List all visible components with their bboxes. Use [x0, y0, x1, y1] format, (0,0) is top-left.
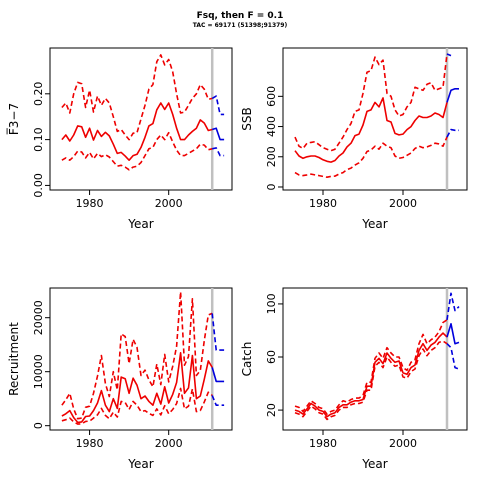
series-historic-median [294, 332, 448, 418]
x-tick-label: 2000 [389, 197, 417, 210]
series-historic-lower [294, 136, 448, 178]
series-projection-upper [211, 95, 225, 116]
figure-titles: Fsq, then F = 0.1 TAC = 69171 (51398;913… [0, 10, 480, 30]
x-axis-label: Year [361, 217, 387, 231]
series-projection-upper [211, 313, 225, 351]
series-projection-upper [446, 53, 452, 57]
series-projection-lower [212, 147, 225, 157]
x-tick-label: 2000 [155, 437, 183, 450]
y-axis-label: SSB [240, 107, 254, 130]
x-tick-label: 1980 [309, 437, 337, 450]
plot-frame [49, 47, 233, 191]
x-axis-label: Year [127, 457, 153, 471]
panel-catch: 1980 2000 20 60 100 Year Catch [240, 287, 468, 471]
series-projection-median [446, 88, 459, 103]
y-axis-label: F̅3−7 [6, 103, 21, 135]
y-tick-label: 0 [265, 183, 278, 190]
y-tick-label: 100 [265, 293, 278, 314]
series-projection-median [211, 127, 225, 141]
y-tick-label: 200 [265, 146, 278, 167]
figure-subtitle: TAC = 69171 (51398;91379) [192, 22, 288, 29]
y-tick-label: 0 [32, 422, 45, 429]
y-tick-label: 60 [265, 350, 278, 364]
series-historic-upper [294, 53, 448, 152]
panel-fbar: 1980 2000 0.00 0.10 0.20 Year F̅3−7 [6, 47, 233, 231]
x-axis-label: Year [361, 457, 387, 471]
series-historic-upper [61, 54, 213, 141]
series-projection-lower [211, 395, 225, 407]
series-historic-lower [61, 387, 213, 425]
plot-frame [282, 47, 468, 191]
series-historic-lower [294, 340, 448, 421]
series-historic-upper [294, 319, 448, 415]
x-tick-label: 1980 [76, 437, 104, 450]
y-tick-label: 20000 [32, 300, 45, 335]
y-tick-label: 400 [265, 116, 278, 137]
y-tick-label: 0.20 [32, 82, 45, 107]
series-historic-median [61, 102, 213, 161]
y-tick-label: 0.00 [32, 173, 45, 198]
y-tick-label: 600 [265, 86, 278, 107]
series-projection-median [211, 367, 225, 383]
series-historic-upper [61, 290, 213, 420]
x-tick-label: 1980 [76, 197, 104, 210]
series-historic-median [61, 351, 213, 424]
x-tick-label: 2000 [389, 437, 417, 450]
series-projection-median [446, 322, 460, 345]
y-axis-label: Recruitment [7, 322, 21, 396]
y-tick-label: 0.10 [32, 127, 45, 152]
plot-frame [49, 287, 233, 431]
x-tick-label: 2000 [155, 197, 183, 210]
series-projection-lower [446, 343, 460, 370]
y-tick-label: 20 [265, 403, 278, 417]
y-tick-label: 10000 [32, 354, 45, 389]
series-projection-upper [446, 292, 460, 321]
figure-title: Fsq, then F = 0.1 [196, 11, 284, 21]
panel-ssb: 1980 2000 0 200 400 600 Year SSB [240, 47, 468, 231]
series-historic-median [294, 97, 448, 163]
series-historic-lower [61, 131, 213, 171]
x-axis-label: Year [127, 217, 153, 231]
x-tick-label: 1980 [309, 197, 337, 210]
y-axis-label: Catch [240, 342, 254, 377]
plot-frame [282, 287, 468, 431]
series-projection-lower [446, 128, 459, 138]
